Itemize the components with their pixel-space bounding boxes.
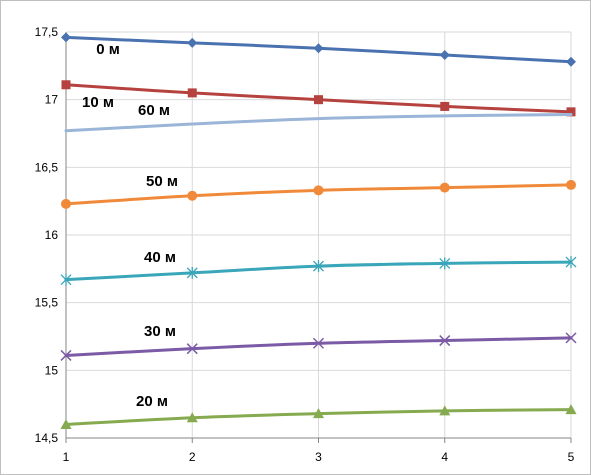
data-point (313, 260, 324, 273)
data-point (187, 37, 198, 48)
data-point (61, 80, 71, 90)
data-point (565, 332, 577, 344)
data-point (566, 56, 576, 67)
data-point (439, 50, 450, 61)
series-20-м (60, 404, 577, 429)
x-tick-label: 3 (315, 450, 322, 464)
y-tick-label: 14,5 (35, 431, 59, 445)
data-point (439, 335, 451, 347)
data-point (61, 32, 71, 43)
data-point (187, 88, 197, 98)
data-point (61, 198, 71, 209)
series-layer (60, 32, 577, 429)
data-point (566, 179, 576, 190)
data-point (186, 412, 198, 423)
series-60-м (64, 113, 573, 133)
data-point (439, 257, 451, 270)
data-point (566, 107, 576, 117)
x-tick-label: 2 (189, 450, 196, 464)
series-label: 40 м (144, 249, 176, 266)
series-50-м (61, 179, 576, 209)
data-point (60, 273, 72, 286)
series-line (64, 113, 573, 133)
series-label: 50 м (146, 173, 178, 190)
series-label: 10 м (82, 94, 114, 111)
data-point (187, 190, 198, 201)
y-tick-label: 17,5 (35, 25, 59, 39)
y-tick-label: 16,5 (35, 160, 59, 174)
data-point (60, 349, 72, 361)
series-10-м (61, 80, 576, 117)
y-tick-label: 15,5 (35, 296, 59, 310)
y-tick-label: 16 (45, 228, 59, 242)
data-point (313, 408, 324, 419)
data-point (565, 404, 577, 415)
series-0-м (61, 32, 576, 67)
data-point (312, 337, 325, 349)
series-label: 20 м (136, 393, 168, 410)
series-30-м (60, 332, 577, 361)
data-point (314, 95, 323, 105)
data-point (186, 266, 198, 279)
data-point (313, 43, 324, 54)
series-label: 60 м (138, 102, 170, 119)
grid (66, 31, 572, 438)
data-point (439, 182, 450, 193)
data-point (313, 185, 324, 196)
data-point (439, 405, 451, 416)
y-tick-label: 17 (45, 93, 59, 107)
x-tick-label: 4 (441, 450, 448, 464)
data-point (440, 101, 450, 111)
series-label: 30 м (144, 323, 176, 340)
x-tick-label: 1 (63, 450, 70, 464)
data-point (186, 343, 198, 355)
x-tick-label: 5 (568, 450, 575, 464)
series-label: 0 м (96, 41, 120, 58)
data-point (60, 418, 72, 429)
data-point (565, 256, 577, 269)
series-labels: 0 м 10 м 60 м 50 м 40 м 30 м 20 м (82, 41, 178, 410)
series-40-м (60, 256, 577, 286)
y-tick-label: 15 (45, 363, 59, 377)
